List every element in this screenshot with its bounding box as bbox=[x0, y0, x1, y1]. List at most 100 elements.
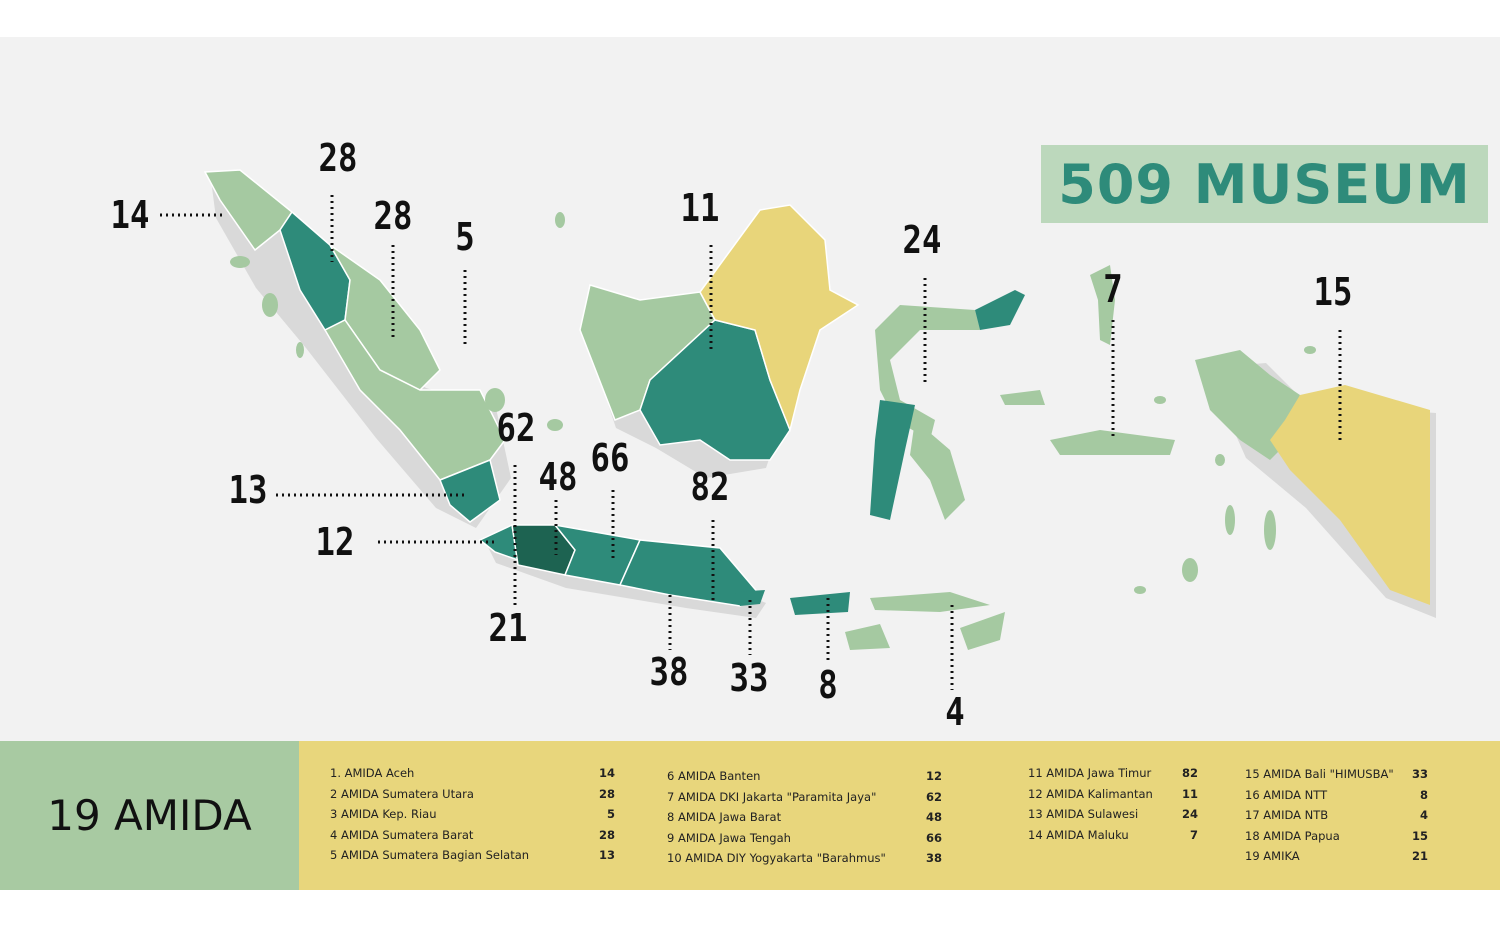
legend-count: 12 bbox=[925, 769, 942, 784]
map-label: 82 bbox=[690, 465, 730, 509]
map-label: 38 bbox=[649, 650, 689, 694]
map-label: 15 bbox=[1313, 270, 1353, 314]
amida-total: 19 AMIDA bbox=[47, 791, 252, 840]
legend-name: 12 AMIDA Kalimantan bbox=[1028, 786, 1153, 801]
legend-column: 11 AMIDA Jawa Timur 82 12 AMIDA Kalimanta… bbox=[1028, 763, 1198, 845]
legend-item: 18 AMIDA Papua 15 bbox=[1245, 826, 1428, 847]
map-label: 21 bbox=[488, 606, 528, 650]
legend-name: 18 AMIDA Papua bbox=[1245, 828, 1340, 843]
map-label: 62 bbox=[496, 406, 536, 450]
legend-count: 5 bbox=[606, 807, 615, 822]
legend-count: 48 bbox=[925, 810, 942, 825]
legend-count: 13 bbox=[598, 848, 615, 863]
map-label: 5 bbox=[455, 215, 475, 259]
legend-item: 7 AMIDA DKI Jakarta "Paramita Jaya" 62 bbox=[667, 787, 942, 808]
legend-count: 15 bbox=[1411, 828, 1428, 843]
legend-column: 6 AMIDA Banten 12 7 AMIDA DKI Jakarta "Pa… bbox=[667, 766, 942, 869]
map-label: 48 bbox=[538, 455, 578, 499]
map-label: 14 bbox=[110, 193, 150, 237]
legend-item: 9 AMIDA Jawa Tengah 66 bbox=[667, 828, 942, 849]
legend-count: 11 bbox=[1181, 786, 1198, 801]
legend-name: 10 AMIDA DIY Yogyakarta "Barahmus" bbox=[667, 851, 886, 866]
legend-count: 4 bbox=[1419, 808, 1428, 823]
map-label: 33 bbox=[729, 656, 769, 700]
map-label: 11 bbox=[680, 186, 720, 230]
map-label: 12 bbox=[315, 520, 355, 564]
amida-total-box: 19 AMIDA bbox=[0, 741, 299, 890]
legend-count: 66 bbox=[925, 830, 942, 845]
region-papua bbox=[1270, 385, 1430, 605]
legend-count: 28 bbox=[598, 786, 615, 801]
legend-name: 7 AMIDA DKI Jakarta "Paramita Jaya" bbox=[667, 789, 877, 804]
region-maluku bbox=[1000, 265, 1175, 455]
legend-name: 1. AMIDA Aceh bbox=[330, 766, 415, 781]
legend-item: 6 AMIDA Banten 12 bbox=[667, 766, 942, 787]
legend-count: 14 bbox=[598, 766, 615, 781]
map-label: 28 bbox=[373, 194, 413, 238]
region-sumsel bbox=[439, 458, 501, 523]
museum-total: 509 MUSEUM bbox=[1058, 152, 1471, 216]
legend-name: 5 AMIDA Sumatera Bagian Selatan bbox=[330, 848, 530, 863]
legend-name: 15 AMIDA Bali "HIMUSBA" bbox=[1245, 767, 1394, 782]
legend-name: 2 AMIDA Sumatera Utara bbox=[330, 786, 474, 801]
legend-item: 17 AMIDA NTB 4 bbox=[1245, 805, 1428, 826]
legend-name: 17 AMIDA NTB bbox=[1245, 808, 1329, 823]
region-jateng bbox=[553, 523, 642, 586]
map-label: 13 bbox=[228, 468, 268, 512]
legend-name: 6 AMIDA Banten bbox=[667, 769, 761, 784]
legend-count: 8 bbox=[1419, 787, 1428, 802]
legend-count: 82 bbox=[1181, 766, 1198, 781]
map-area: 509 MUSEUM bbox=[0, 37, 1500, 741]
legend-count: 38 bbox=[925, 851, 942, 866]
legend-item: 14 AMIDA Maluku 7 bbox=[1028, 825, 1198, 846]
legend-name: 19 AMIKA bbox=[1245, 849, 1300, 864]
legend-item: 13 AMIDA Sulawesi 24 bbox=[1028, 804, 1198, 825]
region-bali bbox=[735, 590, 765, 606]
legend-item: 12 AMIDA Kalimantan 11 bbox=[1028, 784, 1198, 805]
legend-count: 21 bbox=[1411, 849, 1428, 864]
legend-count: 28 bbox=[598, 827, 615, 842]
legend-item: 3 AMIDA Kep. Riau 5 bbox=[330, 804, 615, 825]
region-sultra bbox=[910, 420, 965, 520]
map-label: 28 bbox=[318, 136, 358, 180]
legend-item: 19 AMIKA 21 bbox=[1245, 846, 1428, 867]
legend-item: 10 AMIDA DIY Yogyakarta "Barahmus" 38 bbox=[667, 848, 942, 869]
legend-name: 3 AMIDA Kep. Riau bbox=[330, 807, 437, 822]
region-sulsel bbox=[870, 400, 915, 520]
map-label: 8 bbox=[818, 663, 838, 707]
region-ntt bbox=[845, 592, 1005, 650]
legend-item: 5 AMIDA Sumatera Bagian Selatan 13 bbox=[330, 845, 615, 866]
region-sumbar bbox=[323, 319, 506, 481]
legend-column: 1. AMIDA Aceh 14 2 AMIDA Sumatera Utara 28… bbox=[330, 763, 615, 866]
map-label: 66 bbox=[590, 436, 630, 480]
map-label: 4 bbox=[945, 690, 965, 734]
legend-count: 33 bbox=[1411, 767, 1428, 782]
legend-count: 24 bbox=[1181, 807, 1198, 822]
legend-count: 7 bbox=[1189, 827, 1198, 842]
legend-count: 62 bbox=[925, 789, 942, 804]
legend-name: 9 AMIDA Jawa Tengah bbox=[667, 830, 791, 845]
region-kaltim bbox=[699, 204, 860, 433]
region-papua-west bbox=[1195, 350, 1300, 460]
region-gorontalo bbox=[975, 290, 1025, 330]
legend-column: 15 AMIDA Bali "HIMUSBA" 33 16 AMIDA NTT 8 … bbox=[1245, 764, 1428, 867]
legend-item: 15 AMIDA Bali "HIMUSBA" 33 bbox=[1245, 764, 1428, 785]
legend-name: 13 AMIDA Sulawesi bbox=[1028, 807, 1139, 822]
legend-item: 16 AMIDA NTT 8 bbox=[1245, 785, 1428, 806]
map-label: 24 bbox=[902, 218, 942, 262]
indonesia-map bbox=[160, 169, 1436, 690]
region-ntb bbox=[790, 592, 850, 615]
legend-name: 14 AMIDA Maluku bbox=[1028, 827, 1129, 842]
legend-item: 2 AMIDA Sumatera Utara 28 bbox=[330, 784, 615, 805]
legend-item: 1. AMIDA Aceh 14 bbox=[330, 763, 615, 784]
legend-name: 4 AMIDA Sumatera Barat bbox=[330, 827, 474, 842]
legend-name: 16 AMIDA NTT bbox=[1245, 787, 1328, 802]
legend-name: 8 AMIDA Jawa Barat bbox=[667, 810, 782, 825]
legend-item: 11 AMIDA Jawa Timur 82 bbox=[1028, 763, 1198, 784]
museum-total-box: 509 MUSEUM bbox=[1041, 145, 1488, 223]
map-label: 7 bbox=[1103, 267, 1123, 311]
legend-item: 8 AMIDA Jawa Barat 48 bbox=[667, 807, 942, 828]
legend: 1. AMIDA Aceh 14 2 AMIDA Sumatera Utara 28… bbox=[299, 741, 1500, 890]
legend-name: 11 AMIDA Jawa Timur bbox=[1028, 766, 1152, 781]
legend-item: 4 AMIDA Sumatera Barat 28 bbox=[330, 825, 615, 846]
